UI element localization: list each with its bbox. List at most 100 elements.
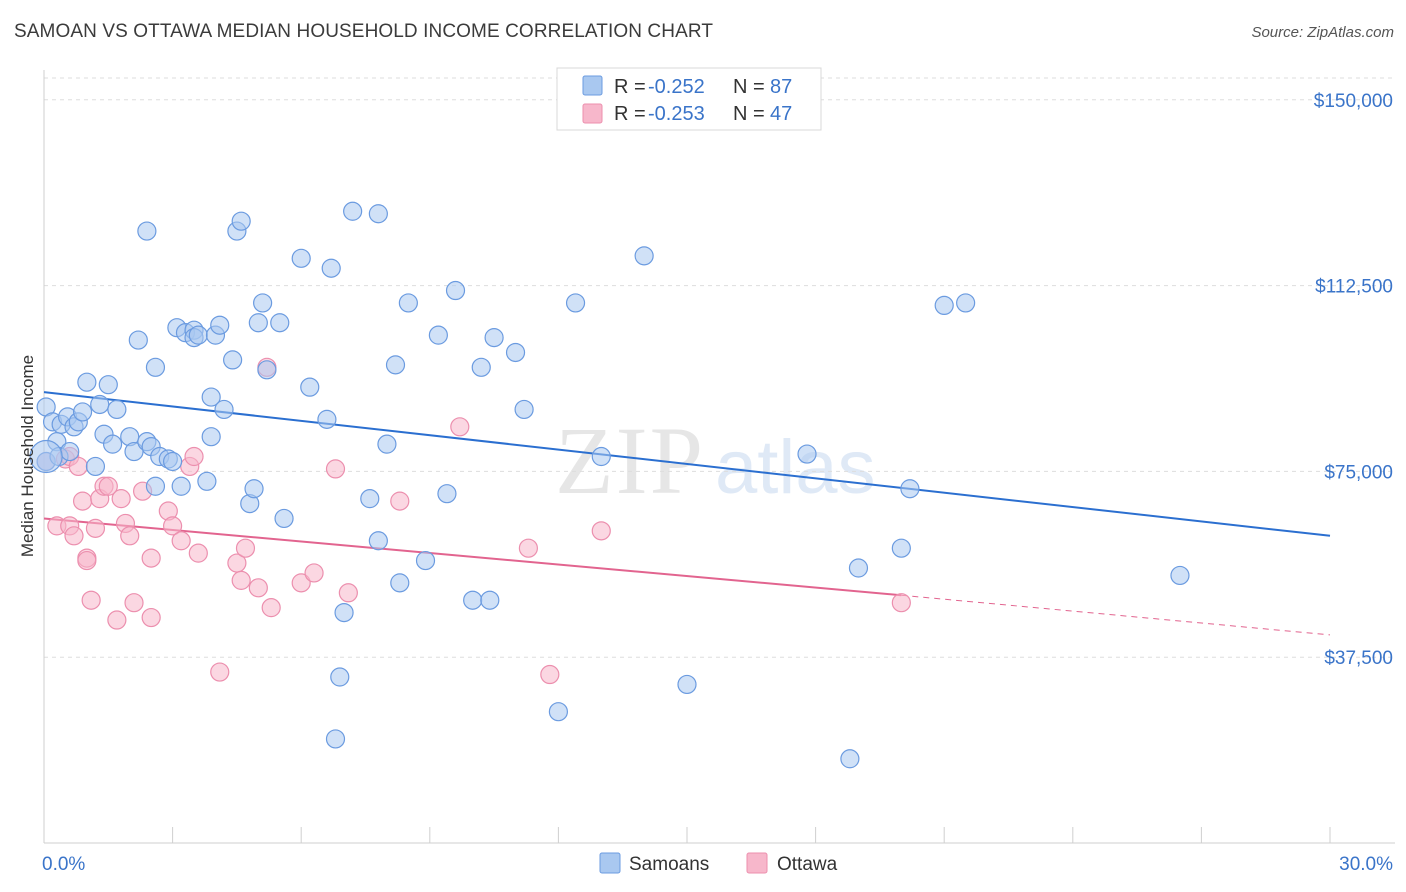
samoans-point xyxy=(343,201,363,221)
samoans-point xyxy=(484,328,504,348)
samoans-point xyxy=(900,479,920,499)
ottawa-trend-extension xyxy=(901,594,1331,636)
ottawa-point xyxy=(184,446,204,467)
samoans-point xyxy=(368,204,388,224)
ottawa-point xyxy=(325,459,346,479)
samoans-point xyxy=(163,451,183,472)
samoans-point xyxy=(377,434,397,454)
legend-samoans-r-label: R = xyxy=(614,76,646,98)
samoans-point xyxy=(565,293,586,313)
ottawa-point xyxy=(120,526,140,546)
samoans-trend-line xyxy=(43,391,1331,537)
legend-samoans-n-label: N = xyxy=(733,76,765,98)
y-tick-label: $75,000 xyxy=(1324,462,1393,483)
y-tick-label: $37,500 xyxy=(1324,648,1393,669)
samoans-point xyxy=(390,573,410,593)
samoans-point xyxy=(325,729,346,749)
samoans-point xyxy=(956,293,976,313)
ottawa-point xyxy=(210,662,230,682)
ottawa-point xyxy=(591,521,611,541)
samoans-point xyxy=(90,394,110,415)
samoans-point xyxy=(72,402,93,422)
legend-samoans-swatch xyxy=(582,75,603,96)
samoans-point xyxy=(145,476,166,496)
samoans-point xyxy=(548,702,569,722)
samoans-point xyxy=(368,531,388,551)
samoans-point xyxy=(201,387,221,407)
ottawa-point xyxy=(338,583,358,603)
ottawa-point xyxy=(261,598,281,618)
samoans-point xyxy=(257,360,277,380)
samoans-point xyxy=(840,749,860,769)
ottawa-point xyxy=(85,518,106,538)
ottawa-point xyxy=(107,610,127,630)
ottawa-point xyxy=(72,491,93,511)
samoans-point xyxy=(244,479,264,499)
samoans-point xyxy=(197,471,217,491)
samoans-point xyxy=(934,295,954,315)
samoans-point xyxy=(891,538,911,558)
legend: R = -0.252 N = 87 R = -0.253 N = 47 xyxy=(556,67,822,131)
ottawa-point xyxy=(390,491,410,511)
samoans-point xyxy=(102,434,123,454)
samoans-point xyxy=(210,315,230,335)
samoans-point xyxy=(385,355,406,375)
ottawa-point xyxy=(188,543,208,563)
ottawa-point xyxy=(450,417,470,437)
ottawa-point xyxy=(124,593,144,613)
ottawa-point xyxy=(891,593,911,613)
legend-ottawa-swatch xyxy=(582,103,603,124)
samoans-point xyxy=(145,357,166,377)
gridlines xyxy=(44,77,1395,658)
samoans-point xyxy=(437,484,457,504)
samoans-point xyxy=(274,508,294,529)
samoans-point xyxy=(171,476,191,496)
samoans-point xyxy=(98,375,118,395)
x-tick-left: 0.0% xyxy=(42,854,85,875)
legend-ottawa-n: 47 xyxy=(770,103,792,125)
samoans-point xyxy=(77,372,97,392)
legend-ottawa-n-label: N = xyxy=(733,103,765,125)
samoans-point xyxy=(60,441,80,462)
samoans-point xyxy=(188,325,208,345)
samoans-point xyxy=(398,293,418,313)
samoans-point xyxy=(797,444,817,464)
samoans-point xyxy=(270,313,290,333)
ottawa-trend-line xyxy=(43,517,902,597)
ottawa-point xyxy=(64,526,84,546)
legend-samoans-n: 87 xyxy=(770,76,792,98)
ottawa-point xyxy=(518,538,538,558)
samoans-point xyxy=(248,313,268,333)
ottawa-point xyxy=(540,664,560,685)
chart-source: Source: ZipAtlas.com xyxy=(1251,24,1394,41)
samoans-point xyxy=(137,221,157,241)
samoans-point xyxy=(291,248,311,268)
tick-labels: $37,500 $75,000 $112,500 $150,000 xyxy=(1314,91,1393,669)
samoans-point xyxy=(677,674,697,695)
samoans-point xyxy=(201,427,221,447)
chart-title: SAMOAN VS OTTAWA MEDIAN HOUSEHOLD INCOME… xyxy=(14,21,714,42)
samoans-point xyxy=(634,246,654,266)
ottawa-point xyxy=(231,570,251,590)
samoans-point xyxy=(848,558,869,578)
samoans-point xyxy=(85,456,106,477)
samoans-point xyxy=(321,258,341,278)
ottawa-point xyxy=(235,538,256,558)
watermark-zip: ZIP xyxy=(555,407,705,514)
legend-samoans-r: -0.252 xyxy=(648,76,705,98)
ottawa-point xyxy=(304,563,324,583)
ottawa-point xyxy=(98,476,118,496)
samoans-point xyxy=(463,590,483,610)
samoans-point xyxy=(107,399,127,420)
samoans-point xyxy=(223,350,243,370)
watermark-atlas: atlas xyxy=(715,425,876,510)
bottom-legend-ottawa: Ottawa xyxy=(777,854,838,875)
samoans-point xyxy=(445,280,466,301)
ottawa-point xyxy=(163,516,183,536)
ottawa-point xyxy=(81,590,101,610)
ottawa-point xyxy=(291,573,311,593)
samoans-point xyxy=(415,550,436,571)
legend-ottawa-r: -0.253 xyxy=(648,103,705,125)
ottawa-point xyxy=(141,607,161,628)
